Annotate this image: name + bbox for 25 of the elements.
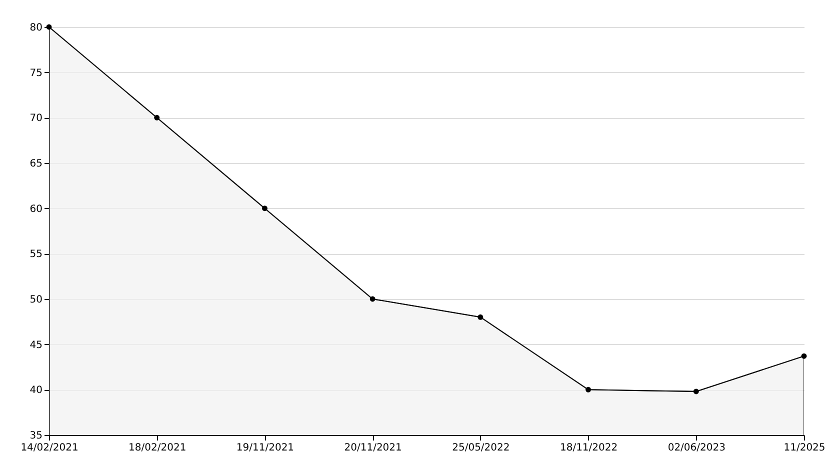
point [693,388,699,394]
point [586,386,592,392]
y-tick-label: 55 [30,249,42,260]
x-tick-label: 14/02/2021 [20,442,78,454]
x-tick-label: 18/02/2021 [128,442,186,454]
y-tick-label: 70 [30,113,42,124]
y-tick-label: 60 [30,204,42,215]
x-tick-label: 19/11/2021 [236,442,294,454]
x-tick-label: 02/06/2023 [668,442,726,454]
point [262,206,268,212]
point [478,314,484,320]
y-tick-label: 40 [30,385,42,396]
y-tick-label: 45 [30,340,42,351]
x-tick-label: 18/11/2022 [560,442,618,454]
point [801,353,807,359]
x-tick-label: 20/11/2021 [344,442,402,454]
y-tick-label: 50 [30,294,42,306]
y-tick-label: 80 [30,22,42,34]
x-tick-label: 25/05/2022 [452,442,510,454]
point [370,296,376,302]
y-tick-label: 75 [30,68,42,79]
y-tick-label: 35 [30,430,42,442]
x-tick-label: 11/2025 [784,442,826,454]
y-tick-label: 65 [30,158,42,170]
point [154,114,160,120]
